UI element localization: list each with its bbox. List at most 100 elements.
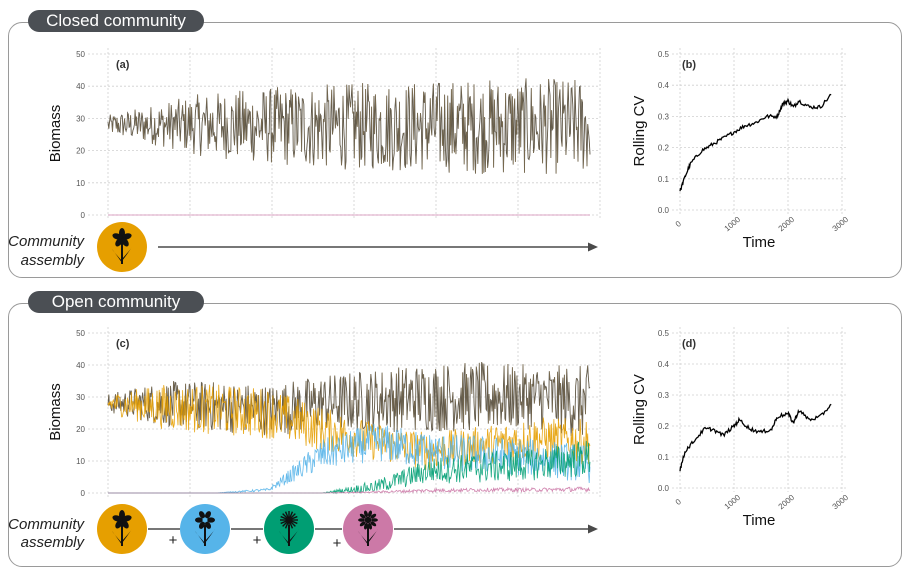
y-tick-label: 0.4: [658, 81, 670, 90]
icon-petal: [363, 522, 368, 530]
y-tick-label: 0.1: [658, 175, 670, 184]
icon-petal: [371, 518, 378, 522]
y-tick-label: 0.2: [658, 422, 670, 431]
open-community-title: Open community: [28, 291, 204, 313]
panel-tag: (b): [682, 59, 696, 71]
chart-d: 0.0 0.1 0.2 0.3 0.4 0.5 0 1000 2000 3000 Time Rolli…: [631, 327, 851, 529]
y-tick-label: 0.3: [658, 112, 670, 121]
icon-leaf: [289, 529, 299, 543]
icon-petal: [370, 521, 377, 527]
flower-pink-icon: [343, 504, 393, 554]
y-tick-label: 0.0: [658, 484, 670, 493]
y-tick-label: 10: [76, 179, 85, 188]
icon-leaf: [279, 531, 289, 545]
chart-a: 0 10 20 30 40 50 Biomass (a): [47, 48, 601, 220]
icon-leaf: [122, 247, 132, 261]
x-tick-label: 1000: [723, 215, 743, 234]
y-axis-label: Biomass: [47, 383, 64, 441]
x-axis-label: Time: [743, 512, 776, 529]
y-tick-label: 50: [76, 50, 85, 59]
y-tick-label: 0.2: [658, 144, 670, 153]
x-tick-label: 3000: [831, 493, 851, 512]
closed-assembly-label-line2: assembly: [21, 252, 86, 269]
icon-leaf: [368, 529, 378, 543]
y-tick-label: 50: [76, 329, 85, 338]
icon-leaf: [205, 529, 215, 543]
closed-community-panel: [8, 22, 902, 278]
y-tick-label: 40: [76, 361, 85, 370]
icon-petal: [207, 517, 215, 523]
chart-c: 0 10 20 30 40 50 Biomass (c): [47, 327, 601, 498]
icon-petal: [368, 510, 373, 518]
flower-orange-icon: [97, 504, 147, 554]
y-tick-label: 0.0: [658, 206, 670, 215]
x-tick-label: 1000: [723, 493, 743, 512]
icon-petal: [115, 519, 123, 529]
plus-sign-1: +: [169, 532, 178, 549]
x-tick-label: 0: [674, 497, 684, 507]
cv-series-line: [679, 403, 832, 472]
open-assembly-label-line2: assembly: [21, 534, 86, 551]
icon-petal: [112, 515, 123, 522]
x-axis-label: Time: [743, 234, 776, 251]
y-tick-label: 0.5: [658, 50, 670, 59]
x-tick-label: 3000: [831, 215, 851, 234]
y-tick-label: 0: [81, 489, 86, 498]
icon-petal: [367, 522, 373, 530]
icon-petal: [204, 521, 212, 529]
icon-petal: [359, 513, 366, 519]
icon-petal: [359, 521, 366, 527]
panel-tag: (a): [116, 59, 130, 71]
icon-leaf: [122, 529, 132, 543]
biomass-series-outline: [107, 78, 591, 174]
icon-petal: [115, 237, 123, 247]
biomass-series-line: [108, 486, 591, 494]
closed-community-title: Closed community: [28, 10, 204, 32]
closed-assembly-arrow: [158, 242, 598, 252]
flower-blue-icon: [180, 504, 230, 554]
plus-sign-2: +: [253, 532, 262, 549]
chart-b: 0.0 0.1 0.2 0.3 0.4 0.5 0 1000 2000 3000 Time Rolli…: [631, 48, 851, 251]
flower-green-icon: [264, 504, 314, 554]
icon-petal: [363, 510, 369, 518]
grid-3: [672, 327, 846, 492]
closed-assembly-label-line1: Community: [8, 233, 85, 250]
x-tick-label: 2000: [777, 493, 797, 512]
y-tick-label: 30: [76, 393, 85, 402]
icon-center: [286, 517, 292, 523]
icon-petal: [358, 518, 365, 522]
icon-leaf: [112, 249, 122, 263]
cv-series-line: [679, 93, 832, 192]
x-tick-label: 2000: [777, 215, 797, 234]
plus-sign-3: +: [333, 535, 342, 552]
icon-petal: [121, 237, 129, 247]
icon-center: [364, 516, 372, 524]
grid-1: [672, 48, 846, 214]
y-axis-label: Biomass: [47, 105, 64, 163]
x-tick-label: 0: [674, 219, 684, 229]
y-tick-label: 0: [81, 211, 86, 220]
y-tick-label: 0.3: [658, 391, 670, 400]
y-axis-label: Rolling CV: [631, 96, 648, 167]
y-axis-label: Rolling CV: [631, 374, 648, 445]
icon-petal: [204, 511, 212, 519]
icon-leaf: [358, 531, 368, 545]
y-tick-label: 30: [76, 114, 85, 123]
icon-leaf: [112, 531, 122, 545]
panel-tag: (d): [682, 338, 696, 350]
y-tick-label: 0.5: [658, 329, 670, 338]
open-assembly-label-line1: Community: [8, 516, 85, 533]
y-tick-label: 0.1: [658, 453, 670, 462]
icon-leaf: [195, 531, 205, 545]
flower-orange-icon: [97, 222, 147, 272]
icon-petal: [198, 511, 206, 519]
y-tick-label: 0.4: [658, 360, 670, 369]
y-tick-label: 40: [76, 82, 85, 91]
icon-petal: [121, 519, 129, 529]
icon-center: [202, 517, 208, 523]
icon-petal: [112, 233, 123, 240]
y-tick-label: 20: [76, 147, 85, 156]
icon-petal: [198, 521, 206, 529]
panel-tag: (c): [116, 338, 130, 350]
